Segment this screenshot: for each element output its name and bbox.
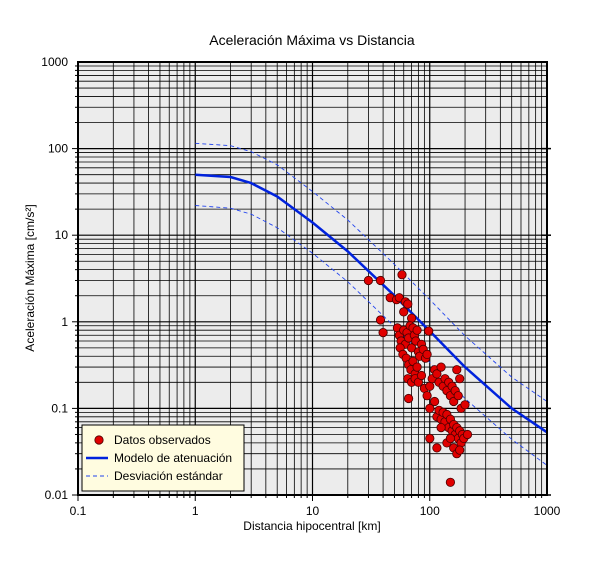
x-tick-label: 0.1 xyxy=(70,504,87,518)
data-point xyxy=(432,443,442,453)
data-point xyxy=(403,299,413,309)
data-point xyxy=(429,396,440,407)
data-point xyxy=(412,325,422,335)
data-point xyxy=(378,327,388,338)
y-axis-title: Aceleración Máxima [cm/s²] xyxy=(23,204,37,351)
series-layer xyxy=(195,142,547,487)
legend: Datos observados Modelo de atenuación De… xyxy=(81,424,245,492)
data-point xyxy=(462,429,473,440)
x-tick-label: 1 xyxy=(192,504,199,518)
y-tick-label: 100 xyxy=(48,142,68,156)
y-tick-label: 0.1 xyxy=(51,401,68,415)
data-point xyxy=(397,270,407,280)
chart-title: Aceleración Máxima vs Distancia xyxy=(209,32,415,48)
data-point xyxy=(453,391,463,401)
y-tick-label: 1 xyxy=(61,315,68,329)
data-point xyxy=(425,403,435,413)
legend-marker-datos xyxy=(94,435,104,445)
deviation-upper-line xyxy=(195,142,547,402)
data-point xyxy=(363,275,373,286)
data-point xyxy=(406,313,417,323)
y-tick-label: 1000 xyxy=(41,55,68,69)
legend-label-modelo: Modelo de atenuación xyxy=(114,451,232,465)
data-point xyxy=(436,362,446,372)
y-tick-label: 10 xyxy=(55,228,69,242)
data-point xyxy=(455,445,465,455)
y-tick-label: 0.01 xyxy=(45,488,69,502)
legend-label-datos: Datos observados xyxy=(114,433,211,447)
deviation-lower-line xyxy=(195,205,547,466)
data-point xyxy=(445,477,455,487)
legend-box xyxy=(81,424,245,492)
data-point xyxy=(460,400,470,410)
data-point xyxy=(432,369,442,379)
x-tick-label: 10 xyxy=(306,504,320,518)
x-tick-label: 100 xyxy=(420,504,440,518)
data-point xyxy=(424,326,434,336)
data-point xyxy=(422,349,432,359)
data-point xyxy=(416,370,427,381)
x-axis-title: Distancia hipocentral [km] xyxy=(243,519,380,533)
data-point xyxy=(452,365,462,375)
data-point xyxy=(422,391,432,401)
axis-ticks xyxy=(72,65,551,501)
grid-lines xyxy=(77,62,547,496)
legend-label-desviacion: Desviación estándar xyxy=(114,469,223,483)
data-point xyxy=(455,374,465,384)
data-point xyxy=(425,381,435,391)
x-tick-label: 1000 xyxy=(534,504,561,518)
data-point xyxy=(436,422,446,433)
attenuation-model-line xyxy=(195,173,547,434)
data-point xyxy=(425,433,435,443)
data-point xyxy=(445,433,455,443)
data-point xyxy=(406,343,417,353)
data-point xyxy=(375,315,386,325)
data-point xyxy=(399,307,409,317)
data-point xyxy=(412,362,422,372)
data-point xyxy=(375,275,386,286)
data-point xyxy=(403,393,414,404)
